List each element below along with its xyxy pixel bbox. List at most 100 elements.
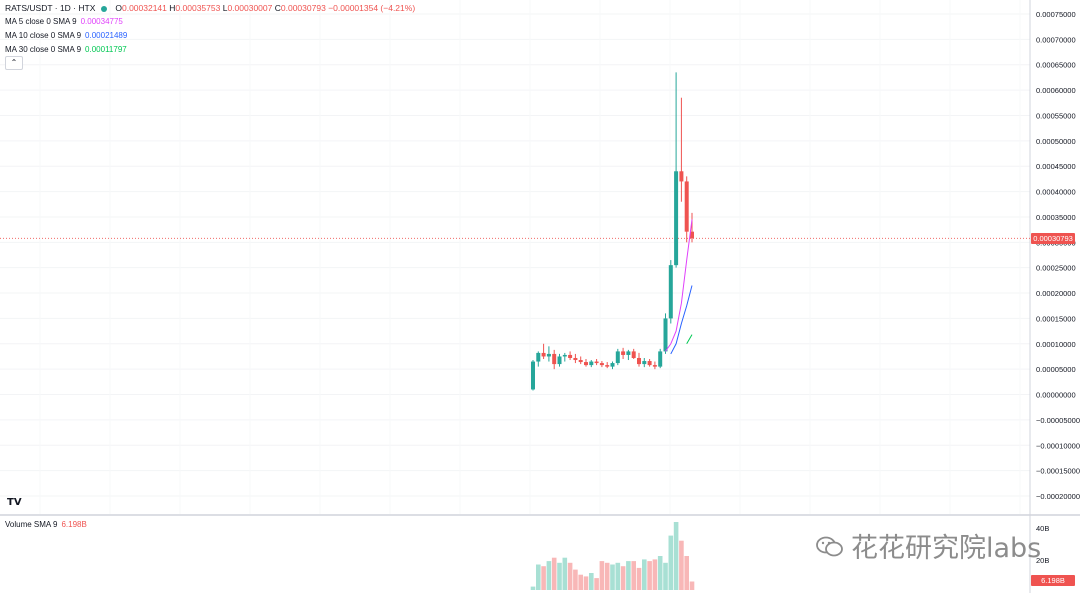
price-axis-label: 0.00015000 <box>1036 314 1076 323</box>
ma10-legend[interactable]: MA 10 close 0 SMA 9 0.00021489 <box>5 31 128 40</box>
volume-bar <box>583 576 589 590</box>
price-axis-label: 0.00020000 <box>1036 289 1076 298</box>
tradingview-logo[interactable]: TV <box>7 497 22 508</box>
ma30-line <box>686 334 693 345</box>
volume-bar <box>594 578 599 590</box>
volume-value-tag: 6.198B <box>1031 575 1075 586</box>
volume-legend[interactable]: Volume SMA 9 6.198B <box>5 520 87 529</box>
candle-body <box>599 363 604 366</box>
volume-bar <box>673 522 679 590</box>
price-axis-label: 0.00070000 <box>1036 35 1076 44</box>
candle-body <box>610 363 615 367</box>
candle-body <box>578 360 583 363</box>
volume-bar <box>551 557 557 590</box>
volume-bar <box>626 561 631 590</box>
candle-body <box>568 354 573 358</box>
price-axis-label: 0.00055000 <box>1036 111 1076 120</box>
watermark: 花花研究院labs <box>815 526 1041 565</box>
price-axis-label: 0.00010000 <box>1036 340 1076 349</box>
volume-bar <box>668 535 674 590</box>
wechat-icon <box>816 536 843 557</box>
candle-body <box>621 351 626 355</box>
volume-bar <box>573 569 578 590</box>
candle-body <box>546 353 551 357</box>
candle-body <box>615 351 620 364</box>
last-price-tag: 0.00030793 <box>1031 233 1075 244</box>
price-axis-label: −0.00015000 <box>1036 467 1080 476</box>
price-axis-label: 0.00075000 <box>1036 10 1076 19</box>
candle-body <box>536 352 541 362</box>
candle-body <box>658 351 663 367</box>
price-axis-label: 0.00040000 <box>1036 188 1076 197</box>
candle-body <box>637 357 641 365</box>
volume-bar <box>604 562 610 590</box>
price-axis-label: 0.00065000 <box>1036 61 1076 70</box>
market-status-icon <box>101 5 108 12</box>
price-axis-label: −0.00010000 <box>1036 441 1080 450</box>
collapse-legend-button[interactable]: ⌃ <box>5 56 23 70</box>
volume-bar <box>642 559 647 590</box>
volume-bar <box>620 566 626 590</box>
ma30-legend[interactable]: MA 30 close 0 SMA 9 0.00011797 <box>5 45 127 54</box>
candle-body <box>652 365 657 367</box>
candle-body <box>589 361 594 366</box>
candle-body <box>663 318 668 352</box>
candle-body <box>674 171 679 266</box>
volume-bar <box>578 574 583 590</box>
candle-body <box>541 352 546 357</box>
volume-bar <box>541 566 546 590</box>
candle-body <box>557 356 562 365</box>
candle-body <box>668 265 673 319</box>
candle-body <box>605 365 610 367</box>
candle-body <box>684 181 689 232</box>
price-axis-label: 0.00025000 <box>1036 264 1076 273</box>
candle-body <box>531 361 535 390</box>
symbol-title[interactable]: RATS/USDT · 1D · HTX <box>5 3 96 13</box>
volume-bar <box>652 559 658 590</box>
volume-bar <box>636 567 642 590</box>
price-axis-label: 0.00060000 <box>1036 86 1076 95</box>
price-axis-label: 0.00005000 <box>1036 365 1076 374</box>
volume-bar <box>589 573 594 590</box>
ma5-line <box>665 219 693 352</box>
candle-body <box>690 231 694 239</box>
volume-bar <box>610 564 615 590</box>
volume-bar <box>599 561 605 590</box>
candle-body <box>562 354 567 357</box>
volume-bar <box>546 561 552 590</box>
chevron-up-icon: ⌃ <box>10 58 18 67</box>
price-axis-label: −0.00005000 <box>1036 416 1080 425</box>
ohlc-values: O0.00032141 H0.00035753 L0.00030007 C0.0… <box>115 3 416 13</box>
candle-body <box>626 351 631 355</box>
volume-bar <box>679 540 684 590</box>
candle-body <box>573 357 578 361</box>
price-axis-label: 0.00050000 <box>1036 137 1076 146</box>
candle-body <box>647 361 652 366</box>
volume-axis-label: 20B <box>1036 556 1049 565</box>
candle-body <box>679 171 684 182</box>
volume-bar <box>647 561 652 590</box>
candle-body <box>552 353 557 365</box>
candle-body <box>594 361 599 364</box>
ma5-legend[interactable]: MA 5 close 0 SMA 9 0.00034775 <box>5 17 123 26</box>
candle-body <box>584 362 588 366</box>
volume-bar <box>562 557 568 590</box>
candle-body <box>642 361 647 365</box>
volume-bar <box>684 556 689 590</box>
volume-axis-label: 40B <box>1036 524 1049 533</box>
volume-bar <box>631 561 636 590</box>
volume-bar <box>615 562 621 590</box>
volume-bar <box>567 562 573 590</box>
volume-bar <box>530 586 536 590</box>
volume-bar <box>536 564 541 590</box>
price-axis-label: 0.00045000 <box>1036 162 1076 171</box>
price-axis-label: −0.00020000 <box>1036 492 1080 501</box>
candle-body <box>631 351 636 358</box>
symbol-legend: RATS/USDT · 1D · HTX O0.00032141 H0.00035… <box>5 3 415 13</box>
volume-bar <box>557 562 562 590</box>
price-axis-label: 0.00000000 <box>1036 391 1076 400</box>
price-axis-label: 0.00035000 <box>1036 213 1076 222</box>
volume-bar <box>689 581 695 590</box>
volume-bar <box>663 562 668 590</box>
